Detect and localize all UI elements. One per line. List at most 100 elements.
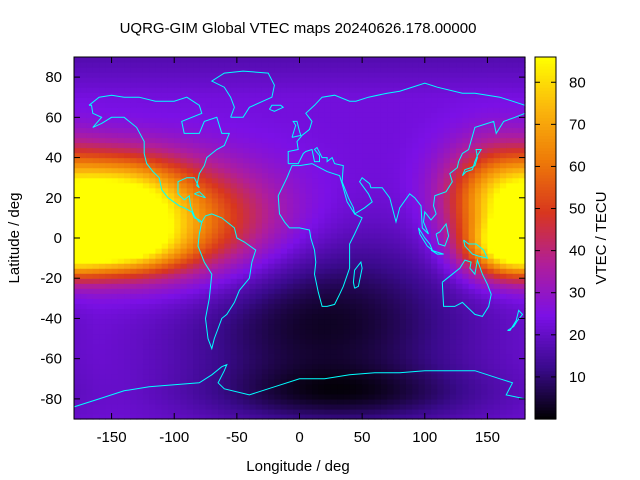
heatmap-cell [487,197,495,204]
heatmap-cell [99,313,106,320]
heatmap-cell [130,398,138,405]
heatmap-cell [499,197,507,204]
heatmap-cell [199,403,207,410]
heatmap-cell [462,408,470,415]
heatmap-cell [230,363,238,370]
heatmap-cell [136,348,144,355]
heatmap-cell [218,122,225,128]
heatmap-cell [92,187,100,194]
heatmap-cell [218,298,225,304]
heatmap-cell [117,238,125,244]
heatmap-cell [186,358,194,365]
heatmap-cell [387,278,395,284]
heatmap-cell [462,122,470,128]
heatmap-cell [105,388,113,395]
heatmap-cell [443,258,451,264]
heatmap-cell [393,207,401,214]
heatmap-cell [136,232,144,239]
heatmap-cell [186,112,194,118]
heatmap-cell [362,333,369,340]
heatmap-cell [261,77,269,83]
heatmap-cell [186,288,194,294]
heatmap-cell [437,92,445,98]
heatmap-cell [167,333,175,340]
heatmap-cell [74,238,81,244]
heatmap-cell [443,363,451,370]
heatmap-cell [462,67,470,73]
heatmap-cell [236,142,244,149]
heatmap-cell [337,227,344,234]
heatmap-cell [474,217,482,224]
heatmap-cell [99,403,106,410]
heatmap-cell [261,187,269,194]
heatmap-cell [105,358,113,365]
heatmap-cell [218,62,225,68]
heatmap-cell [468,263,476,269]
heatmap-cell [456,82,463,88]
heatmap-cell [443,248,451,254]
heatmap-cell [167,413,175,420]
heatmap-cell [487,328,495,335]
heatmap-cell [293,217,301,224]
heatmap-cell [405,127,413,134]
heatmap-cell [180,217,188,224]
heatmap-cell [224,127,232,134]
heatmap-cell [312,313,319,320]
heatmap-cell [180,187,188,194]
heatmap-cell [180,67,188,73]
heatmap-cell [337,258,344,264]
heatmap-cell [99,393,106,400]
heatmap-cell [249,293,257,299]
heatmap-cell [424,328,432,335]
heatmap-cell [74,202,81,209]
heatmap-cell [493,57,501,63]
heatmap-cell [230,393,238,400]
heatmap-cell [99,308,106,315]
heatmap-cell [362,243,369,249]
heatmap-cell [456,217,463,224]
heatmap-cell [124,258,131,264]
heatmap-cell [343,308,351,315]
heatmap-cell [268,152,276,159]
heatmap-cell [268,248,276,254]
heatmap-cell [305,217,313,224]
heatmap-cell [368,187,376,194]
heatmap-cell [399,207,407,214]
heatmap-cell [149,403,157,410]
heatmap-cell [293,278,301,284]
heatmap-cell [312,187,319,194]
heatmap-cell [105,172,113,179]
heatmap-cell [424,333,432,340]
heatmap-cell [280,403,288,410]
heatmap-cell [280,308,288,315]
heatmap-cell [437,398,445,405]
heatmap-cell [443,323,451,330]
heatmap-cell [437,353,445,360]
heatmap-cell [337,192,344,199]
heatmap-cell [218,388,225,395]
heatmap-cell [499,238,507,244]
heatmap-cell [437,187,445,194]
heatmap-cell [149,393,157,400]
heatmap-cell [199,248,207,254]
heatmap-cell [255,122,263,128]
heatmap-cell [74,182,81,189]
heatmap-cell [474,398,482,405]
heatmap-cell [92,182,100,189]
heatmap-cell [506,353,514,360]
heatmap-cell [443,353,451,360]
heatmap-cell [261,398,269,405]
heatmap-cell [142,112,150,118]
heatmap-cell [349,147,357,154]
heatmap-cell [449,62,457,68]
heatmap-cell [243,368,250,375]
heatmap-cell [149,303,157,309]
heatmap-cell [330,182,338,189]
heatmap-cell [167,187,175,194]
heatmap-cell [224,137,232,144]
heatmap-cell [437,142,445,149]
heatmap-cell [399,227,407,234]
heatmap-cell [161,403,169,410]
heatmap-cell [456,368,463,375]
heatmap-cell [99,353,106,360]
